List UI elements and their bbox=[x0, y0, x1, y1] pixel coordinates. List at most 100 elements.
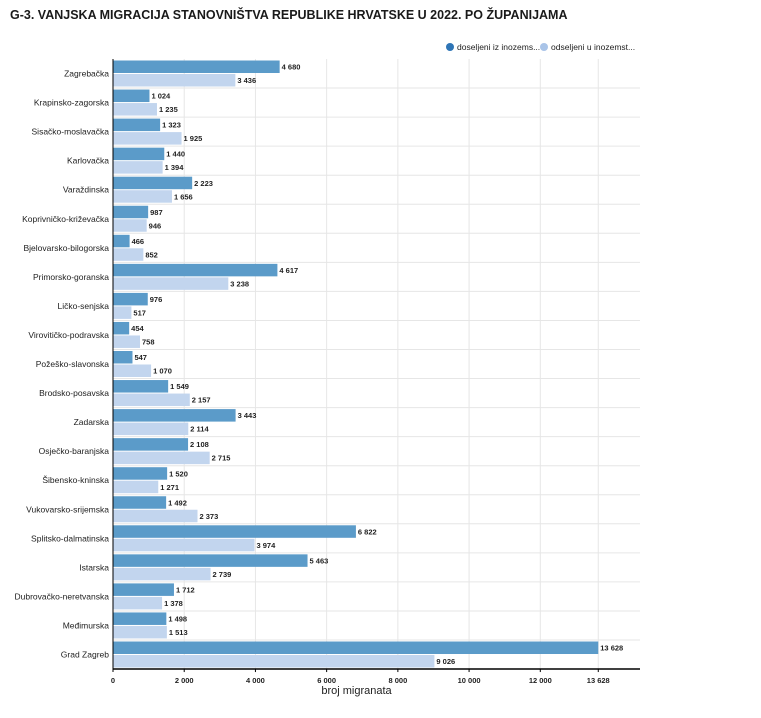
bar-emigrants bbox=[113, 335, 140, 348]
bar-immigrants bbox=[113, 234, 130, 248]
category-label: Vukovarsko-srijemska bbox=[26, 504, 109, 514]
bar-immigrants bbox=[113, 263, 278, 277]
category-label: Koprivničko-križevačka bbox=[22, 214, 109, 224]
category-label: Osječko-baranjska bbox=[39, 446, 110, 456]
data-label: 5 463 bbox=[310, 556, 329, 565]
data-label: 1 440 bbox=[166, 150, 185, 159]
data-label: 466 bbox=[132, 237, 145, 246]
x-tick-label: 2 000 bbox=[175, 676, 194, 685]
legend-label-immigrants: doseljeni iz inozems... bbox=[457, 42, 540, 52]
legend-marker-emigrants bbox=[540, 43, 548, 51]
legend-label-emigrants: odseljeni u inozemst... bbox=[551, 42, 635, 52]
bar-immigrants bbox=[113, 147, 165, 161]
bar-emigrants bbox=[113, 596, 163, 610]
data-label: 1 378 bbox=[164, 599, 183, 608]
category-label: Bjelovarsko-bilogorska bbox=[23, 243, 109, 253]
chart-title: G-3. VANJSKA MIGRACIJA STANOVNIŠTVA REPU… bbox=[10, 8, 568, 22]
data-label: 6 822 bbox=[358, 527, 377, 536]
data-label: 3 238 bbox=[230, 279, 249, 288]
category-label: Ličko-senjska bbox=[58, 301, 110, 311]
data-label: 1 498 bbox=[168, 615, 187, 624]
bar-immigrants bbox=[113, 176, 193, 190]
bar-emigrants bbox=[113, 219, 147, 232]
data-label: 976 bbox=[150, 295, 163, 304]
data-label: 1 024 bbox=[151, 92, 171, 101]
bar-emigrants bbox=[113, 248, 144, 261]
bar-immigrants bbox=[113, 467, 168, 480]
data-label: 3 436 bbox=[237, 76, 256, 85]
bar-immigrants bbox=[113, 438, 189, 451]
bar-immigrants bbox=[113, 60, 280, 73]
data-label: 1 656 bbox=[174, 192, 193, 201]
category-label: Međimurska bbox=[63, 620, 110, 630]
x-tick-label: 4 000 bbox=[246, 676, 265, 685]
data-label: 2 108 bbox=[190, 440, 209, 449]
category-label: Karlovačka bbox=[67, 156, 109, 166]
data-label: 1 712 bbox=[176, 585, 195, 594]
bar-emigrants bbox=[113, 364, 152, 377]
data-label: 13 628 bbox=[600, 644, 623, 653]
category-label: Šibensko-kninska bbox=[42, 475, 109, 485]
bar-emigrants bbox=[113, 393, 190, 407]
bar-emigrants bbox=[113, 277, 229, 290]
x-tick-label: 8 000 bbox=[388, 676, 407, 685]
data-label: 1 323 bbox=[162, 121, 181, 130]
bar-immigrants bbox=[113, 583, 174, 596]
x-tick-label: 6 000 bbox=[317, 676, 336, 685]
legend-marker-immigrants bbox=[446, 43, 454, 51]
data-label: 1 492 bbox=[168, 498, 187, 507]
bar-immigrants bbox=[113, 496, 167, 509]
x-tick-label: 12 000 bbox=[529, 676, 552, 685]
bar-immigrants bbox=[113, 380, 169, 393]
bar-emigrants bbox=[113, 103, 157, 116]
category-label: Istarska bbox=[79, 562, 109, 572]
category-label: Krapinsko-zagorska bbox=[34, 98, 109, 108]
bar-emigrants bbox=[113, 655, 435, 668]
data-label: 454 bbox=[131, 324, 144, 333]
bar-emigrants bbox=[113, 306, 132, 319]
data-label: 4 617 bbox=[279, 266, 298, 275]
x-tick-label: 13 628 bbox=[587, 676, 610, 685]
category-label: Požeško-slavonska bbox=[36, 359, 110, 369]
bar-immigrants bbox=[113, 641, 599, 654]
bar-immigrants bbox=[113, 321, 130, 335]
data-label: 3 443 bbox=[238, 411, 257, 420]
category-label: Grad Zagreb bbox=[61, 650, 109, 660]
data-label: 987 bbox=[150, 208, 163, 217]
data-label: 2 739 bbox=[213, 570, 232, 579]
category-label: Dubrovačko-neretvanska bbox=[15, 591, 110, 601]
bar-emigrants bbox=[113, 132, 182, 145]
x-axis-title: broj migranata bbox=[321, 685, 392, 697]
bar-immigrants bbox=[113, 612, 167, 625]
data-label: 1 549 bbox=[170, 382, 189, 391]
category-label: Zagrebačka bbox=[64, 69, 109, 79]
bar-emigrants bbox=[113, 190, 172, 203]
data-label: 547 bbox=[134, 353, 147, 362]
bar-emigrants bbox=[113, 451, 210, 465]
data-label: 1 520 bbox=[169, 469, 188, 478]
category-label: Varaždinska bbox=[63, 185, 109, 195]
data-label: 9 026 bbox=[436, 657, 455, 666]
bar-emigrants bbox=[113, 509, 198, 523]
bar-immigrants bbox=[113, 292, 148, 306]
bar-immigrants bbox=[113, 205, 149, 219]
data-label: 2 157 bbox=[192, 396, 211, 405]
bar-emigrants bbox=[113, 567, 211, 581]
category-label: Virovitičko-podravska bbox=[28, 330, 109, 340]
data-label: 1 513 bbox=[169, 628, 188, 637]
category-label: Splitsko-dalmatinska bbox=[31, 533, 109, 543]
bar-emigrants bbox=[113, 161, 163, 174]
data-label: 1 925 bbox=[184, 134, 203, 143]
category-label: Zadarska bbox=[74, 417, 110, 427]
bar-immigrants bbox=[113, 554, 308, 567]
bar-emigrants bbox=[113, 480, 159, 494]
bar-immigrants bbox=[113, 351, 133, 364]
bar-emigrants bbox=[113, 625, 167, 639]
data-label: 3 974 bbox=[257, 541, 277, 550]
bar-immigrants bbox=[113, 525, 356, 538]
data-label: 2 114 bbox=[190, 425, 209, 434]
data-label: 2 373 bbox=[199, 512, 218, 521]
bar-emigrants bbox=[113, 538, 255, 552]
data-label: 852 bbox=[145, 250, 158, 259]
